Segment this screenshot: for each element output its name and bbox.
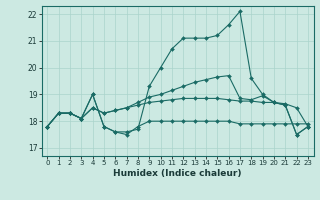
X-axis label: Humidex (Indice chaleur): Humidex (Indice chaleur) bbox=[113, 169, 242, 178]
